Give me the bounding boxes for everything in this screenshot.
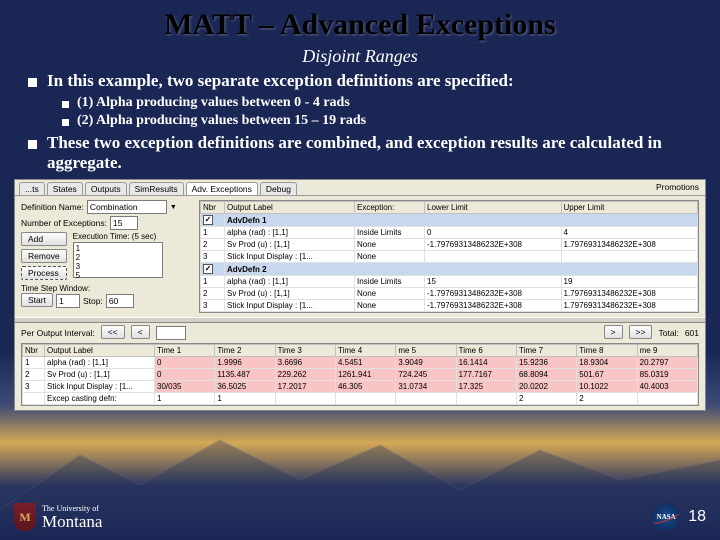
- stop-input[interactable]: [106, 294, 134, 308]
- app-screenshot: Promotions ...ts States Outputs SimResul…: [14, 179, 706, 411]
- tab-bar: ...ts States Outputs SimResults Adv. Exc…: [15, 180, 705, 196]
- grid-header[interactable]: Exception:: [355, 202, 425, 214]
- bullet-2: These two exception definitions are comb…: [28, 133, 692, 173]
- univ-name-text: Montana: [42, 513, 102, 530]
- tab-item[interactable]: Outputs: [85, 182, 127, 195]
- bullet-icon: [28, 78, 37, 87]
- bullet-icon: [28, 140, 37, 149]
- exceptions-grid[interactable]: Nbr Output Label Exception: Lower Limit …: [199, 200, 699, 313]
- table-row[interactable]: 1alpha (rad) : [1,1]Inside Limits04: [201, 227, 698, 239]
- output-grid[interactable]: Nbr Output Label Time 1 Time 2 Time 3 Ti…: [21, 343, 699, 406]
- grid-header[interactable]: Upper Limit: [561, 202, 698, 214]
- tab-item-active[interactable]: Adv. Exceptions: [186, 182, 258, 195]
- list-item[interactable]: 3: [76, 262, 160, 271]
- bullet-1a: (1) Alpha producing values between 0 - 4…: [62, 95, 692, 111]
- exec-time-label: Execution Time: (5 sec): [73, 232, 163, 241]
- table-row[interactable]: 2Sv Prod (u) : [1,1]None-1.7976931348623…: [201, 239, 698, 251]
- slide-subtitle: Disjoint Ranges: [0, 46, 720, 67]
- table-row[interactable]: 2Sv Prod (u) : [1,1]01135.487229.2621261…: [23, 369, 698, 381]
- remove-button[interactable]: Remove: [21, 249, 67, 263]
- bullet-1: In this example, two separate exception …: [28, 71, 692, 91]
- table-row[interactable]: ✓AdvDefn 1: [201, 214, 698, 227]
- add-button[interactable]: Add: [21, 232, 67, 246]
- nav-prev-button[interactable]: <: [131, 325, 150, 339]
- grid-header[interactable]: Nbr: [23, 345, 45, 357]
- tab-item[interactable]: ...ts: [19, 182, 45, 195]
- grid-header[interactable]: Lower Limit: [425, 202, 562, 214]
- nasa-text: NASA: [657, 513, 676, 521]
- list-item[interactable]: 2: [76, 253, 160, 262]
- grid-header[interactable]: Time 1: [155, 345, 215, 357]
- grid-header[interactable]: me 9: [637, 345, 697, 357]
- grid-header[interactable]: me 5: [396, 345, 456, 357]
- page-number: 18: [688, 508, 706, 526]
- bullet-1a-text: (1) Alpha producing values between 0 - 4…: [77, 95, 350, 111]
- left-controls: Definition Name: ▼ Number of Exceptions:…: [21, 200, 191, 313]
- output-interval-bar: Per Output Interval: << < > >> Total: 60…: [15, 323, 705, 343]
- start-button[interactable]: Start: [21, 293, 53, 307]
- grid-header-row: Nbr Output Label Exception: Lower Limit …: [201, 202, 698, 214]
- output-interval-label: Per Output Interval:: [21, 328, 95, 338]
- table-row[interactable]: 1alpha (rad) : [1,1]Inside Limits1519: [201, 276, 698, 288]
- table-row[interactable]: ✓AdvDefn 2: [201, 263, 698, 276]
- time-step-label: Time Step Window:: [21, 284, 191, 293]
- start-input[interactable]: [56, 294, 80, 308]
- grid-header[interactable]: Nbr: [201, 202, 225, 214]
- shield-icon: M: [14, 503, 36, 531]
- bullet-1b: (2) Alpha producing values between 15 – …: [62, 113, 692, 129]
- interval-input[interactable]: [156, 326, 186, 340]
- outgrid-header-row: Nbr Output Label Time 1 Time 2 Time 3 Ti…: [23, 345, 698, 357]
- dropdown-icon[interactable]: ▼: [170, 204, 177, 211]
- promotions-label[interactable]: Promotions: [656, 182, 699, 192]
- total-label: Total:: [658, 328, 678, 338]
- university-logo: M The University of Montana: [14, 503, 102, 531]
- total-value: 601: [685, 328, 699, 338]
- grid-header[interactable]: Time 7: [516, 345, 576, 357]
- content-area: In this example, two separate exception …: [0, 67, 720, 173]
- slide-title: MATT – Advanced Exceptions: [0, 0, 720, 42]
- table-row[interactable]: 1alpha (rad) : [1,1]01.99963.66964.54513…: [23, 357, 698, 369]
- grid-header[interactable]: Output Label: [225, 202, 355, 214]
- num-exceptions-label: Number of Exceptions:: [21, 218, 107, 228]
- nav-next-button[interactable]: >: [604, 325, 623, 339]
- process-button[interactable]: Process: [21, 266, 67, 280]
- bullet-icon: [62, 101, 69, 108]
- table-row[interactable]: 3Stick Input Display : [1...None: [201, 251, 698, 263]
- table-row[interactable]: 3Stick Input Display : [1...None-1.79769…: [201, 300, 698, 312]
- grid-header[interactable]: Output Label: [45, 345, 155, 357]
- bullet-1b-text: (2) Alpha producing values between 15 – …: [77, 113, 366, 129]
- definition-name-label: Definition Name:: [21, 202, 84, 212]
- grid-header[interactable]: Time 4: [335, 345, 395, 357]
- list-item[interactable]: 1: [76, 244, 160, 253]
- bullet-2-text: These two exception definitions are comb…: [47, 133, 692, 173]
- num-exceptions-input[interactable]: [110, 216, 138, 230]
- grid-header[interactable]: Time 2: [215, 345, 275, 357]
- nav-first-button[interactable]: <<: [101, 325, 125, 339]
- grid-header[interactable]: Time 3: [275, 345, 335, 357]
- table-row[interactable]: Excep casting defn:1122: [23, 393, 698, 405]
- slide-footer: M The University of Montana NASA 18: [0, 494, 720, 540]
- tab-item[interactable]: Debug: [260, 182, 297, 195]
- grid-header[interactable]: Time 6: [456, 345, 516, 357]
- nasa-logo-icon: NASA: [652, 503, 680, 531]
- tab-item[interactable]: SimResults: [129, 182, 184, 195]
- bullet-1-text: In this example, two separate exception …: [47, 71, 514, 91]
- tab-item[interactable]: States: [47, 182, 83, 195]
- grid-header[interactable]: Time 8: [577, 345, 637, 357]
- definition-name-input[interactable]: [87, 200, 167, 214]
- list-item[interactable]: 5: [76, 271, 160, 280]
- bullet-icon: [62, 119, 69, 126]
- exec-time-list[interactable]: 1 2 3 5: [73, 242, 163, 278]
- table-row[interactable]: 3Stick Input Display : [1...30/03536.502…: [23, 381, 698, 393]
- stop-label: Stop:: [83, 296, 103, 306]
- table-row[interactable]: 2Sv Prod (u) : [1,1]None-1.7976931348623…: [201, 288, 698, 300]
- nav-last-button[interactable]: >>: [629, 325, 653, 339]
- definition-panel: Definition Name: ▼ Number of Exceptions:…: [15, 196, 705, 317]
